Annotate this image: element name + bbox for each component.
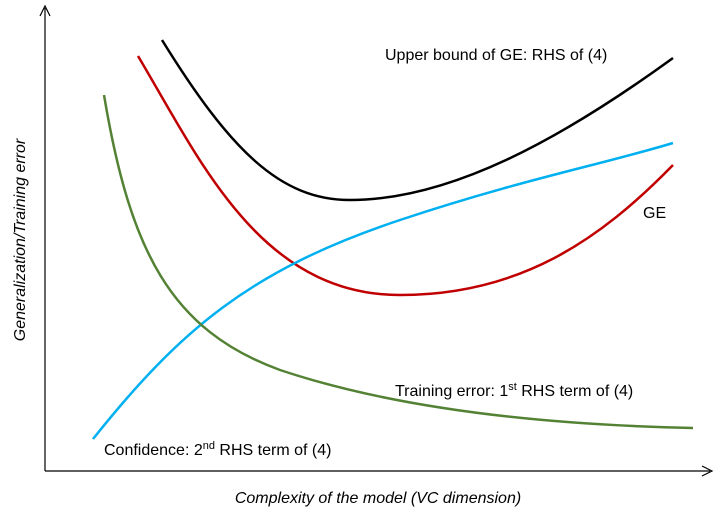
y-axis-label: Generalization/Training error [12, 138, 29, 341]
label-part: Confidence: 2 [104, 442, 203, 459]
label-sup: nd [203, 440, 215, 452]
ge-curve [136, 55, 674, 297]
label-part: Training error: 1 [395, 383, 508, 400]
curve-label: Confidence: 2nd RHS term of (4) [104, 440, 331, 459]
label-part: RHS term of (4) [517, 383, 633, 400]
curve-label: Training error: 1st RHS term of (4) [395, 381, 633, 400]
y-arrow [39, 4, 51, 17]
label-part: RHS term of (4) [215, 442, 331, 459]
curve-label: GE [643, 205, 666, 222]
training-error-curve [92, 141, 674, 440]
x-axis-label: Complexity of the model (VC dimension) [235, 490, 521, 507]
x-arrow [701, 465, 714, 477]
upper-bound-curve [160, 39, 674, 202]
label-sup: st [508, 381, 517, 393]
curve-label: Upper bound of GE: RHS of (4) [385, 47, 607, 64]
confidence-curve [102, 94, 694, 430]
axes [39, 4, 714, 477]
